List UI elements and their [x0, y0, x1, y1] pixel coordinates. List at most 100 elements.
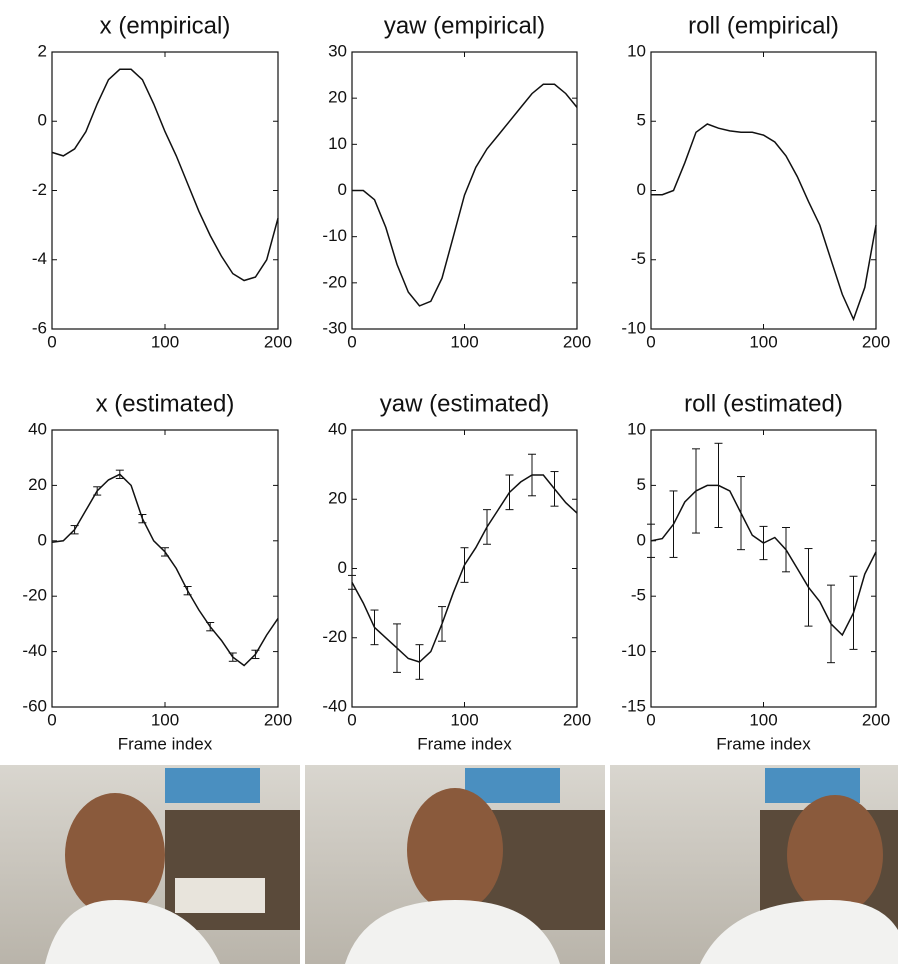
- photo-strip: [0, 765, 898, 964]
- error-bar: [93, 486, 102, 496]
- chart-title: yaw (empirical): [384, 12, 545, 39]
- x-axis-label: Frame index: [417, 734, 512, 753]
- error-bar: [647, 523, 655, 558]
- y-tick-label: 10: [328, 134, 347, 153]
- error-bar: [460, 547, 469, 583]
- error-bar: [782, 527, 790, 573]
- chart-title: roll (estimated): [684, 390, 843, 417]
- y-tick-label: 40: [28, 419, 47, 438]
- y-tick-label: 5: [637, 111, 646, 130]
- error-bar: [804, 548, 813, 627]
- x-tick-label: 0: [347, 332, 356, 351]
- error-bar: [206, 622, 215, 632]
- plot-frame: [351, 429, 578, 708]
- y-tick-label: -10: [322, 226, 347, 245]
- error-bar: [714, 442, 723, 529]
- x-tick-label: 100: [151, 710, 179, 729]
- line: [352, 83, 578, 307]
- error-bar: [415, 644, 424, 680]
- y-tick-label: 0: [38, 530, 47, 549]
- line: [650, 484, 877, 637]
- y-tick-label: -20: [322, 272, 347, 291]
- chart-title: x (estimated): [96, 390, 235, 417]
- x-tick-label: 200: [264, 710, 292, 729]
- y-tick-label: -10: [621, 318, 646, 337]
- error-bar: [528, 453, 536, 497]
- line: [51, 473, 279, 667]
- y-tick-label: 20: [328, 88, 347, 107]
- error-bar: [161, 547, 169, 557]
- x-tick-label: 200: [862, 710, 890, 729]
- error-bar: [827, 584, 835, 664]
- error-bar: [138, 513, 147, 524]
- chart: yaw (estimated) -40 -20 0 20 40 0 100 200 Frame i…: [322, 390, 591, 753]
- y-tick-label: -20: [322, 627, 347, 646]
- plot-frame: [650, 51, 877, 330]
- x-tick-label: 100: [450, 710, 478, 729]
- chart-title: roll (empirical): [688, 12, 839, 39]
- plot-frame: [650, 429, 877, 708]
- error-bar: [849, 575, 858, 650]
- x-tick-label: 0: [47, 332, 56, 351]
- error-bar: [505, 474, 514, 511]
- y-tick-label: 0: [637, 530, 646, 549]
- x-axis-label: Frame index: [716, 734, 811, 753]
- x-tick-label: 100: [151, 332, 179, 351]
- x-tick-label: 0: [347, 710, 356, 729]
- error-bar: [228, 652, 237, 662]
- error-bar: [438, 606, 446, 642]
- y-tick-label: -40: [22, 641, 47, 660]
- y-tick-label: 5: [637, 475, 646, 494]
- error-bar: [737, 476, 745, 551]
- chart-title: yaw (estimated): [380, 390, 549, 417]
- error-bar: [183, 586, 192, 596]
- error-bar: [115, 469, 124, 479]
- y-tick-label: -2: [32, 180, 47, 199]
- y-tick-label: -4: [32, 249, 47, 268]
- x-tick-label: 0: [646, 332, 655, 351]
- chart-title: x (empirical): [100, 12, 231, 39]
- y-tick-label: -6: [32, 318, 47, 337]
- error-bar: [669, 490, 678, 558]
- y-tick-label: -10: [621, 641, 646, 660]
- x-tick-label: 200: [563, 332, 591, 351]
- y-tick-label: 0: [338, 558, 347, 577]
- y-tick-label: -5: [631, 586, 646, 605]
- y-tick-label: 20: [28, 475, 47, 494]
- x-tick-label: 200: [862, 332, 890, 351]
- error-bar: [483, 509, 491, 545]
- y-tick-label: 10: [627, 419, 646, 438]
- chart: yaw (empirical) -30 -20 -10 0 10 20 30 0 100 200: [322, 12, 591, 351]
- chart: x (estimated) -60 -40 -20 0 20 40 0 100 200 Frame …: [22, 390, 292, 753]
- error-bar: [251, 649, 260, 660]
- x-tick-label: 0: [646, 710, 655, 729]
- x-tick-label: 100: [450, 332, 478, 351]
- chart: x (empirical) -6 -4 -2 0 2 0 100 200: [32, 12, 292, 351]
- error-bar: [692, 448, 700, 534]
- y-tick-label: 0: [637, 180, 646, 199]
- x-tick-label: 100: [749, 332, 777, 351]
- plot-frame: [51, 51, 279, 330]
- error-bar: [759, 525, 768, 561]
- x-axis-label: Frame index: [118, 734, 213, 753]
- x-tick-label: 100: [749, 710, 777, 729]
- error-bar: [550, 471, 559, 507]
- y-tick-label: 0: [38, 111, 47, 130]
- error-bar: [370, 609, 379, 646]
- plot-frame: [351, 51, 578, 330]
- y-tick-label: -15: [621, 696, 646, 715]
- error-bar: [70, 525, 79, 535]
- y-tick-label: -40: [322, 696, 347, 715]
- photo: [305, 765, 605, 964]
- x-tick-label: 200: [563, 710, 591, 729]
- photo: [610, 765, 898, 964]
- y-tick-label: 30: [328, 41, 347, 60]
- y-tick-label: 20: [328, 489, 347, 508]
- line: [51, 68, 279, 282]
- photo: [0, 765, 300, 964]
- x-tick-label: 200: [264, 332, 292, 351]
- y-tick-label: -5: [631, 249, 646, 268]
